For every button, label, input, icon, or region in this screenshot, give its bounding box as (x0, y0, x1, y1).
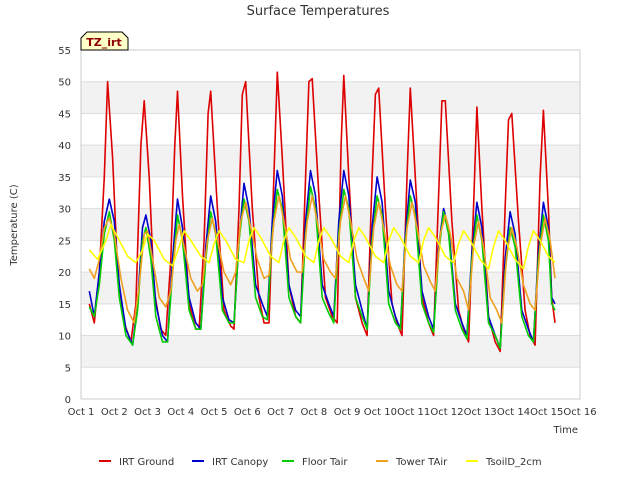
band-35 (81, 145, 580, 177)
series-line-1 (88, 169, 556, 349)
y-axis-label: Temperature (C) (9, 184, 20, 266)
legend-label-1: IRT Canopy (212, 457, 268, 468)
x-tick-label-7: Oct 7 (267, 407, 294, 418)
y-tick-label-30: 30 (58, 205, 71, 216)
y-tick-label-10: 10 (58, 332, 71, 343)
x-tick-label-4: Oct 4 (167, 407, 194, 418)
x-tick-label-11: Oct 11 (397, 407, 430, 418)
plot-background-bands (81, 81, 580, 368)
series-line-3 (88, 195, 556, 324)
x-tick-labels: Oct 1 Oct 2 Oct 3 Oct 4 Oct 5 Oct 6 Oct 7 Oct 8… (68, 407, 597, 418)
y-tick-label-35: 35 (58, 173, 71, 184)
y-tick-label-0: 0 (65, 395, 71, 406)
x-tick-label-5: Oct 5 (201, 407, 228, 418)
y-tick-label-20: 20 (58, 268, 71, 279)
x-tick-label-8: Oct 8 (300, 407, 327, 418)
legend-label-0: IRT Ground (119, 457, 174, 468)
x-axis-label: Time (553, 425, 578, 436)
x-tick-label-16: Oct 16 (563, 407, 596, 418)
chart-title: Surface Temperatures (247, 4, 390, 19)
y-tick-label-25: 25 (58, 236, 71, 247)
x-tick-label-10: Oct 10 (364, 407, 397, 418)
x-tick-label-2: Oct 2 (101, 407, 128, 418)
y-tick-label-40: 40 (58, 141, 71, 152)
x-tick-label-1: Oct 1 (68, 407, 95, 418)
legend: IRT Ground IRT Canopy Floor Tair Tower TAir… (99, 457, 542, 468)
x-tick-label-15: Oct 15 (530, 407, 563, 418)
plot-frame (80, 49, 581, 400)
tz-badge: TZ_irt (80, 31, 129, 51)
y-tick-label-45: 45 (58, 109, 71, 120)
x-tick-label-14: Oct 14 (497, 407, 530, 418)
band-45 (81, 81, 580, 114)
x-tick-label-13: Oct 13 (464, 407, 497, 418)
series-line-4 (88, 223, 556, 270)
x-tick-label-9: Oct 9 (334, 407, 361, 418)
y-tick-labels: 0 5 10 15 20 25 30 35 40 45 50 55 (58, 46, 71, 406)
x-tick-label-12: Oct 12 (430, 407, 463, 418)
badge-box (80, 31, 129, 51)
legend-label-4: TsoilD_2cm (485, 457, 542, 468)
band-5 (81, 335, 580, 368)
legend-label-3: Tower TAir (395, 457, 448, 468)
x-tick-label-6: Oct 6 (234, 407, 261, 418)
series-lines (88, 71, 556, 353)
x-tick-label-3: Oct 3 (134, 407, 161, 418)
legend-label-2: Floor Tair (302, 457, 348, 468)
y-tick-label-55: 55 (58, 46, 71, 57)
y-tick-label-15: 15 (58, 300, 71, 311)
band-15 (81, 272, 580, 304)
y-tick-label-5: 5 (65, 363, 71, 374)
y-tick-label-50: 50 (58, 78, 71, 89)
badge-label: TZ_irt (86, 36, 121, 49)
